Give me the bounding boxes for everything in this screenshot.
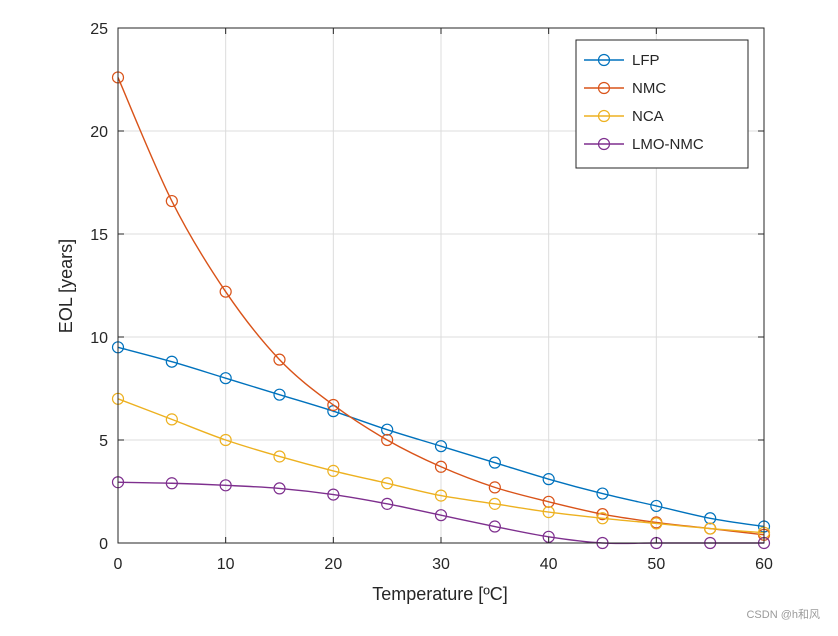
data-point-nmc-25: [381, 433, 394, 447]
data-point-nmc-35: [488, 481, 501, 494]
data-point-lfp-45: [596, 487, 609, 500]
axes: [117, 27, 765, 544]
legend-label-nmc: NMC: [632, 80, 666, 97]
data-point-lmo-nmc-20: [327, 488, 340, 501]
data-point-lmo-nmc-5: [165, 477, 178, 490]
data-point-nca-25: [381, 477, 394, 490]
data-point-lfp-25: [381, 423, 394, 436]
legend-label-lmo-nmc: LMO-NMC: [632, 136, 704, 153]
x-tick-label: 0: [114, 556, 123, 573]
data-point-nmc-20: [327, 398, 340, 412]
y-tick-label: 5: [99, 433, 108, 450]
data-point-nmc-5: [165, 194, 178, 208]
data-point-lfp-55: [704, 512, 717, 525]
data-point-lfp-30: [434, 440, 448, 453]
legend-marker-lmo-nmc: [597, 137, 611, 151]
legend-marker-nca: [597, 109, 611, 123]
data-point-lmo-nmc-15: [273, 482, 286, 495]
data-point-lmo-nmc-25: [381, 497, 394, 510]
data-point-lmo-nmc-35: [488, 520, 501, 533]
legend-marker-lfp: [597, 53, 611, 67]
x-tick-label: 60: [755, 556, 773, 573]
data-point-nmc-30: [434, 460, 448, 473]
y-axis-label: EOL [years]: [56, 239, 76, 333]
data-point-lfp-15: [273, 388, 286, 401]
x-axis-label: Temperature [ºC]: [372, 584, 508, 604]
x-tick-label: 20: [324, 556, 342, 573]
y-tick-label: 25: [90, 21, 108, 38]
series-group: [111, 71, 771, 550]
legend-label-lfp: LFP: [632, 52, 660, 69]
x-tick-label: 50: [647, 556, 665, 573]
data-point-lfp-50: [650, 499, 663, 513]
series-nca: [111, 392, 771, 539]
legend-marker-nmc: [597, 81, 611, 95]
legend-label-nca: NCA: [632, 108, 664, 125]
data-point-nmc-45: [596, 508, 609, 521]
data-point-nca-20: [327, 464, 340, 477]
x-tick-label: 40: [540, 556, 558, 573]
data-point-lfp-40: [542, 473, 555, 486]
y-tick-label: 15: [90, 227, 108, 244]
data-point-nmc-15: [273, 353, 286, 366]
legend-box: [575, 39, 749, 169]
data-point-lfp-5: [165, 355, 178, 368]
y-tick-label: 10: [90, 330, 108, 347]
series-line-lfp: [117, 346, 765, 528]
data-point-nmc-10: [219, 285, 232, 298]
data-point-lmo-nmc-10: [219, 479, 232, 492]
tick-labels: 0 10 20 30 40 50 60 0 5 10 15 20 25: [90, 21, 773, 573]
data-point-nca-55: [704, 522, 717, 535]
y-tick-label: 20: [90, 124, 108, 141]
data-point-lfp-35: [488, 456, 501, 469]
data-point-nmc-40: [542, 495, 555, 508]
data-point-nca-5: [165, 413, 178, 426]
data-point-nca-40: [542, 505, 555, 519]
data-point-nca-15: [273, 450, 286, 463]
data-point-nca-45: [596, 512, 609, 525]
series-line-nca: [117, 398, 765, 534]
data-point-nca-10: [219, 433, 232, 447]
data-point-nca-50: [650, 517, 663, 530]
data-point-nca-30: [434, 489, 448, 502]
data-point-nca-35: [488, 497, 501, 510]
data-point-lmo-nmc-30: [434, 509, 448, 522]
series-lfp: [111, 341, 771, 533]
data-point-lfp-10: [219, 372, 232, 385]
y-tick-label: 0: [99, 536, 108, 553]
x-tick-label: 30: [432, 556, 450, 573]
x-tick-label: 10: [217, 556, 235, 573]
watermark: CSDN @h和风: [746, 609, 820, 621]
legend: LFP NMC NCA LMO-NMC: [575, 39, 749, 169]
